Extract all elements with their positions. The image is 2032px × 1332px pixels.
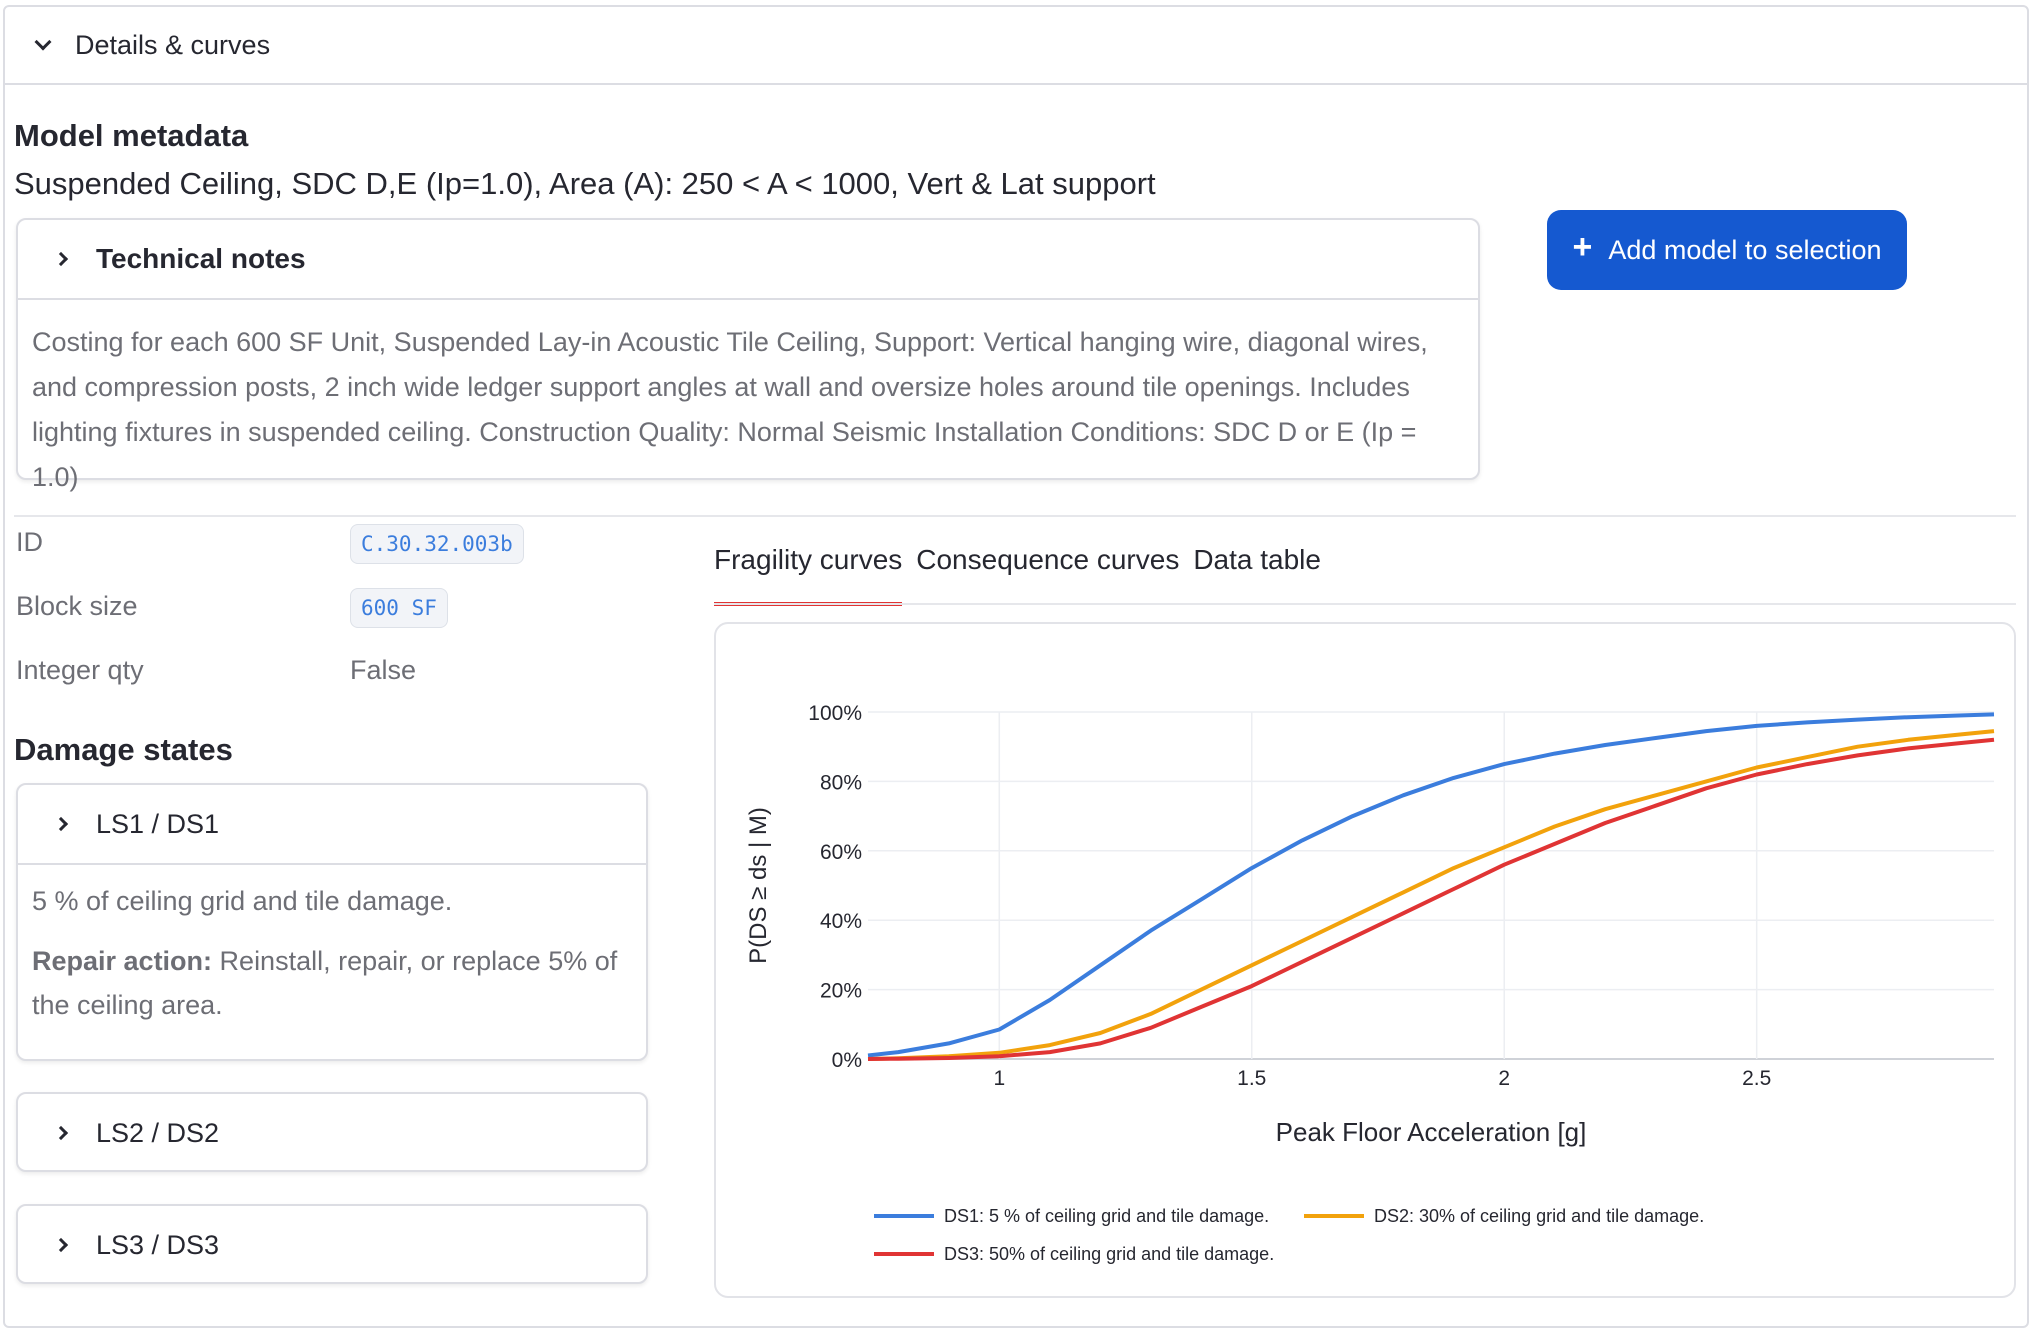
chevron-right-icon xyxy=(53,1125,69,1141)
y-tick-label: 40% xyxy=(820,910,862,933)
damage-state-ds3[interactable]: LS3 / DS3 xyxy=(16,1204,648,1284)
legend-label-ds1: DS1: 5 % of ceiling grid and tile damage… xyxy=(944,1206,1269,1226)
plus-icon: + xyxy=(1572,227,1593,266)
add-model-button[interactable]: + Add model to selection xyxy=(1547,210,1907,290)
technical-notes-body: Costing for each 600 SF Unit, Suspended … xyxy=(32,327,1428,492)
damage-state-ds3-header[interactable]: LS3 / DS3 xyxy=(18,1206,646,1284)
technical-notes-title: Technical notes xyxy=(96,243,306,274)
tab-data-table[interactable]: Data table xyxy=(1193,544,1321,575)
damage-states-heading: Damage states xyxy=(14,732,233,767)
section-divider xyxy=(14,515,2016,517)
property-label-id: ID xyxy=(16,527,43,557)
model-metadata-heading: Model metadata xyxy=(14,118,249,153)
property-value-integer-qty: False xyxy=(350,655,417,685)
add-model-label: Add model to selection xyxy=(1608,234,1882,265)
x-tick-label: 1.5 xyxy=(1237,1067,1266,1090)
fragility-chart-card: 0% 20% 40% 60% 80% 100% 1 1.5 2 2.5 Peak Floor Acc… xyxy=(714,622,2016,1298)
damage-state-ds2-header[interactable]: LS2 / DS2 xyxy=(18,1094,646,1172)
series-line-ds1 xyxy=(867,712,1995,1058)
tab-fragility-curves[interactable]: Fragility curves xyxy=(714,540,903,606)
damage-state-ds1-label: LS1 / DS1 xyxy=(96,808,220,839)
damage-state-ds1-repair: Repair action: Reinstall, repair, or rep… xyxy=(32,939,632,1027)
y-tick-label: 100% xyxy=(808,702,862,725)
damage-state-ds3-label: LS3 / DS3 xyxy=(96,1229,220,1260)
chevron-right-icon xyxy=(53,251,69,267)
damage-state-ds1-body: 5 % of ceiling grid and tile damage. Rep… xyxy=(18,863,646,1027)
tab-underline xyxy=(714,603,2016,605)
details-expander-header[interactable]: Details & curves xyxy=(5,7,2027,85)
repair-action-label: Repair action: xyxy=(32,946,213,976)
x-tick-label: 2.5 xyxy=(1742,1067,1771,1090)
property-value-block-size: 600 SF xyxy=(350,588,448,628)
model-description: Suspended Ceiling, SDC D,E (Ip=1.0), Are… xyxy=(14,166,1156,201)
damage-state-ds1-header[interactable]: LS1 / DS1 xyxy=(18,785,646,863)
chevron-right-icon xyxy=(53,816,69,832)
tab-consequence-curves[interactable]: Consequence curves xyxy=(916,544,1180,575)
chart-tabs: Fragility curves Consequence curves Data… xyxy=(714,540,1335,606)
property-label-integer-qty: Integer qty xyxy=(16,655,144,685)
x-axis-label: Peak Floor Acceleration [g] xyxy=(1276,1117,1587,1147)
fragility-chart: 0% 20% 40% 60% 80% 100% 1 1.5 2 2.5 Peak Floor Acc… xyxy=(745,702,1995,1264)
damage-state-ds2[interactable]: LS2 / DS2 xyxy=(16,1092,648,1172)
series-line-ds2 xyxy=(867,729,1995,1061)
y-tick-label: 80% xyxy=(820,771,862,794)
series-line-ds3 xyxy=(867,737,1995,1061)
repair-action-text: Reinstall, repair, or replace 5% of the … xyxy=(32,946,618,1020)
expander-title: Details & curves xyxy=(75,29,271,60)
y-axis-label: P(DS ≥ ds | M) xyxy=(745,807,772,964)
y-tick-label: 20% xyxy=(820,980,862,1003)
legend-label-ds3: DS3: 50% of ceiling grid and tile damage… xyxy=(944,1244,1274,1264)
x-tick-label: 2 xyxy=(1498,1067,1510,1090)
damage-state-ds1-description: 5 % of ceiling grid and tile damage. xyxy=(32,886,453,916)
property-value-id: C.30.32.003b xyxy=(350,524,524,564)
property-label-block-size: Block size xyxy=(16,591,138,621)
x-tick-label: 1 xyxy=(993,1067,1005,1090)
chevron-right-icon xyxy=(53,1237,69,1253)
y-tick-label: 60% xyxy=(820,841,862,864)
damage-state-ds2-label: LS2 / DS2 xyxy=(96,1117,220,1148)
chevron-down-icon xyxy=(34,33,52,51)
technical-notes-expander: Technical notes Costing for each 600 SF … xyxy=(16,218,1480,492)
y-tick-label: 0% xyxy=(832,1049,862,1072)
technical-notes-header[interactable]: Technical notes xyxy=(18,220,1478,300)
legend-label-ds2: DS2: 30% of ceiling grid and tile damage… xyxy=(1374,1206,1704,1226)
damage-state-ds1: LS1 / DS1 5 % of ceiling grid and tile d… xyxy=(16,783,648,1061)
